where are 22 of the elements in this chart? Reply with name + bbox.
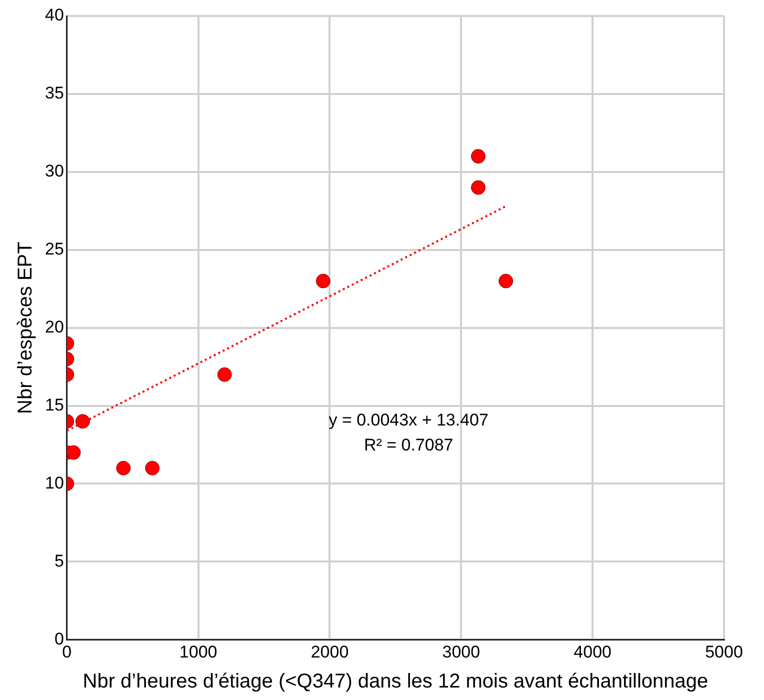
x-axis-title: Nbr d’heures d’étiage (<Q347) dans les 12 mois avant échantillonnage	[82, 670, 708, 693]
x-tick-label: 4000	[574, 642, 612, 662]
point	[498, 274, 514, 288]
annotation: y = 0.0043x + 13.407	[328, 410, 488, 430]
y-tick-label: 20	[44, 317, 64, 336]
y-tick-label: 5	[54, 551, 64, 570]
y-tick-label: 40	[44, 6, 64, 25]
point	[316, 274, 330, 288]
y-tick-label: 35	[44, 84, 64, 103]
x-tick-label: 3000	[442, 642, 480, 662]
y-tick-label: 30	[44, 162, 64, 181]
annotation: R² = 0.7087	[364, 435, 454, 454]
point	[471, 149, 486, 164]
y-tick-label: 25	[44, 240, 64, 259]
y-tick-label: 10	[44, 473, 64, 492]
y-tick-label: 15	[44, 395, 64, 414]
x-tick-label: 5000	[705, 642, 743, 662]
x-tick-label: 2000	[310, 642, 349, 662]
x-tick-label: 1000	[179, 642, 218, 662]
point	[471, 180, 486, 195]
y-tick-label: 0	[54, 629, 64, 648]
y-axis-title: Nbr d’espèces EPT	[14, 242, 37, 414]
